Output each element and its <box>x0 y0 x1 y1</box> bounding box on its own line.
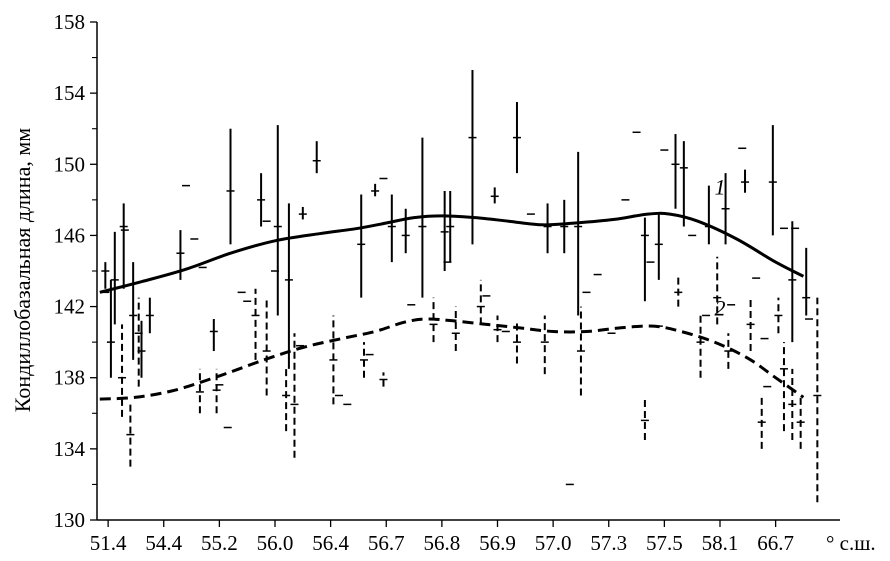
y-tick-label: 154 <box>54 81 86 105</box>
y-axis-title: Кондиллобазальная длина, мм <box>10 128 35 412</box>
curve-label-1: 1 <box>715 175 726 200</box>
x-tick-label: 54.4 <box>145 531 182 555</box>
x-tick-label: 56.4 <box>312 531 349 555</box>
series-line-1 <box>99 211 805 294</box>
y-tick-label: 142 <box>54 295 86 319</box>
dashed-range-bars <box>118 256 822 503</box>
x-tick-label: 55.2 <box>201 531 238 555</box>
y-tick-label: 130 <box>54 508 86 532</box>
y-tick-label: 150 <box>54 152 86 176</box>
x-tick-label: 51.4 <box>90 531 127 555</box>
x-tick-label: 66.7 <box>757 531 794 555</box>
y-tick-label: 138 <box>54 366 86 390</box>
y-tick-label: 158 <box>54 10 86 34</box>
y-tick-label: 146 <box>54 223 86 247</box>
axes <box>96 22 840 521</box>
x-axis-unit-label: ° с.ш. <box>826 531 876 555</box>
x-tick-label: 57.0 <box>535 531 572 555</box>
series-lines <box>99 211 805 401</box>
x-tick-label: 56.0 <box>257 531 294 555</box>
x-tick-label: 58.1 <box>702 531 739 555</box>
x-tick-label: 56.9 <box>479 531 516 555</box>
curve-labels: 12 <box>715 175 726 321</box>
curve-label-2: 2 <box>715 295 726 320</box>
series-line-2 <box>99 317 805 401</box>
x-tick-label: 57.3 <box>590 531 627 555</box>
y-tick-label: 134 <box>54 437 86 461</box>
solid-range-bars <box>101 70 811 378</box>
x-ticks: 51.4 54.4 55.2 56.0 56.4 56.7 56.8 56.9 57.0 57.3… <box>90 520 794 555</box>
y-ticks: 130 134 138 142 146 150 154 158 <box>54 10 97 532</box>
x-tick-label: 56.7 <box>368 531 405 555</box>
x-tick-label: 57.5 <box>646 531 683 555</box>
point-marks <box>101 131 813 486</box>
x-tick-label: 56.8 <box>424 531 461 555</box>
